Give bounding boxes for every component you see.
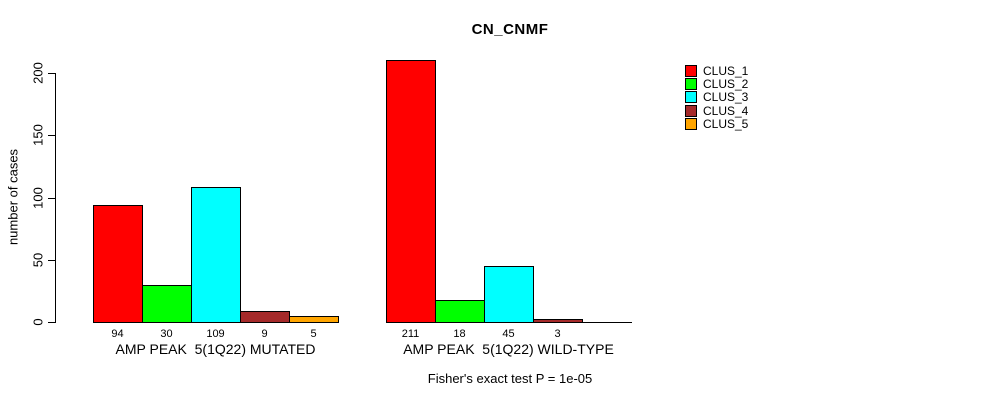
group-label: AMP PEAK 5(1Q22) WILD-TYPE <box>403 341 614 357</box>
legend-item: CLUS_4 <box>685 103 749 118</box>
bar-value-label: 18 <box>453 328 466 340</box>
chart-title: CN_CNMF <box>471 21 549 38</box>
legend-swatch-clus_4 <box>685 104 697 117</box>
y-axis-label: number of cases <box>5 148 21 246</box>
fisher-annotation: Fisher's exact test P = 1e-05 <box>427 371 593 386</box>
bar-value-label: 45 <box>502 328 515 340</box>
bar-clus_4 <box>240 311 290 323</box>
bar-clus_4 <box>533 319 583 323</box>
bar-clus_3 <box>484 266 534 323</box>
bar-clus_5 <box>289 316 339 323</box>
legend-label: CLUS_4 <box>703 103 749 118</box>
legend-item: CLUS_1 <box>685 63 749 78</box>
bar-value-label: 9 <box>261 328 268 340</box>
bar-value-label: 3 <box>554 328 561 340</box>
legend-label: CLUS_2 <box>703 76 749 91</box>
y-tick <box>48 198 55 199</box>
y-tick-label: 100 <box>30 187 46 209</box>
y-tick <box>48 73 55 74</box>
legend-item: CLUS_2 <box>685 76 749 91</box>
legend-item: CLUS_3 <box>685 90 749 105</box>
legend-swatch-clus_5 <box>685 117 697 130</box>
bar-clus_2 <box>435 300 485 323</box>
legend-label: CLUS_3 <box>703 90 749 105</box>
bar-clus_3 <box>191 187 241 323</box>
legend-swatch-clus_2 <box>685 77 697 90</box>
bar-value-label: 5 <box>310 328 317 340</box>
bar-clus_1 <box>386 60 436 323</box>
legend-swatch-clus_3 <box>685 91 697 104</box>
legend-item: CLUS_5 <box>685 116 749 131</box>
y-tick-label: 150 <box>30 124 46 146</box>
legend: CLUS_1 CLUS_2 CLUS_3 CLUS_4 CLUS_5 <box>685 63 749 131</box>
group-label: AMP PEAK 5(1Q22) MUTATED <box>115 341 316 357</box>
y-tick <box>48 260 55 261</box>
bar-value-label: 30 <box>160 328 173 340</box>
bar-value-label: 211 <box>401 328 420 340</box>
y-tick-label: 0 <box>30 318 46 326</box>
y-tick <box>48 135 55 136</box>
legend-swatch-clus_1 <box>685 64 697 77</box>
y-tick-label: 50 <box>30 252 46 268</box>
y-axis-line <box>55 73 56 323</box>
y-tick <box>48 322 55 323</box>
bar-clus_2 <box>142 285 192 323</box>
bar-clus_1 <box>93 205 143 323</box>
bar-value-label: 109 <box>206 328 225 340</box>
legend-label: CLUS_1 <box>703 63 749 78</box>
legend-label: CLUS_5 <box>703 116 749 131</box>
y-tick-label: 200 <box>30 62 46 84</box>
bar-value-label: 94 <box>111 328 124 340</box>
